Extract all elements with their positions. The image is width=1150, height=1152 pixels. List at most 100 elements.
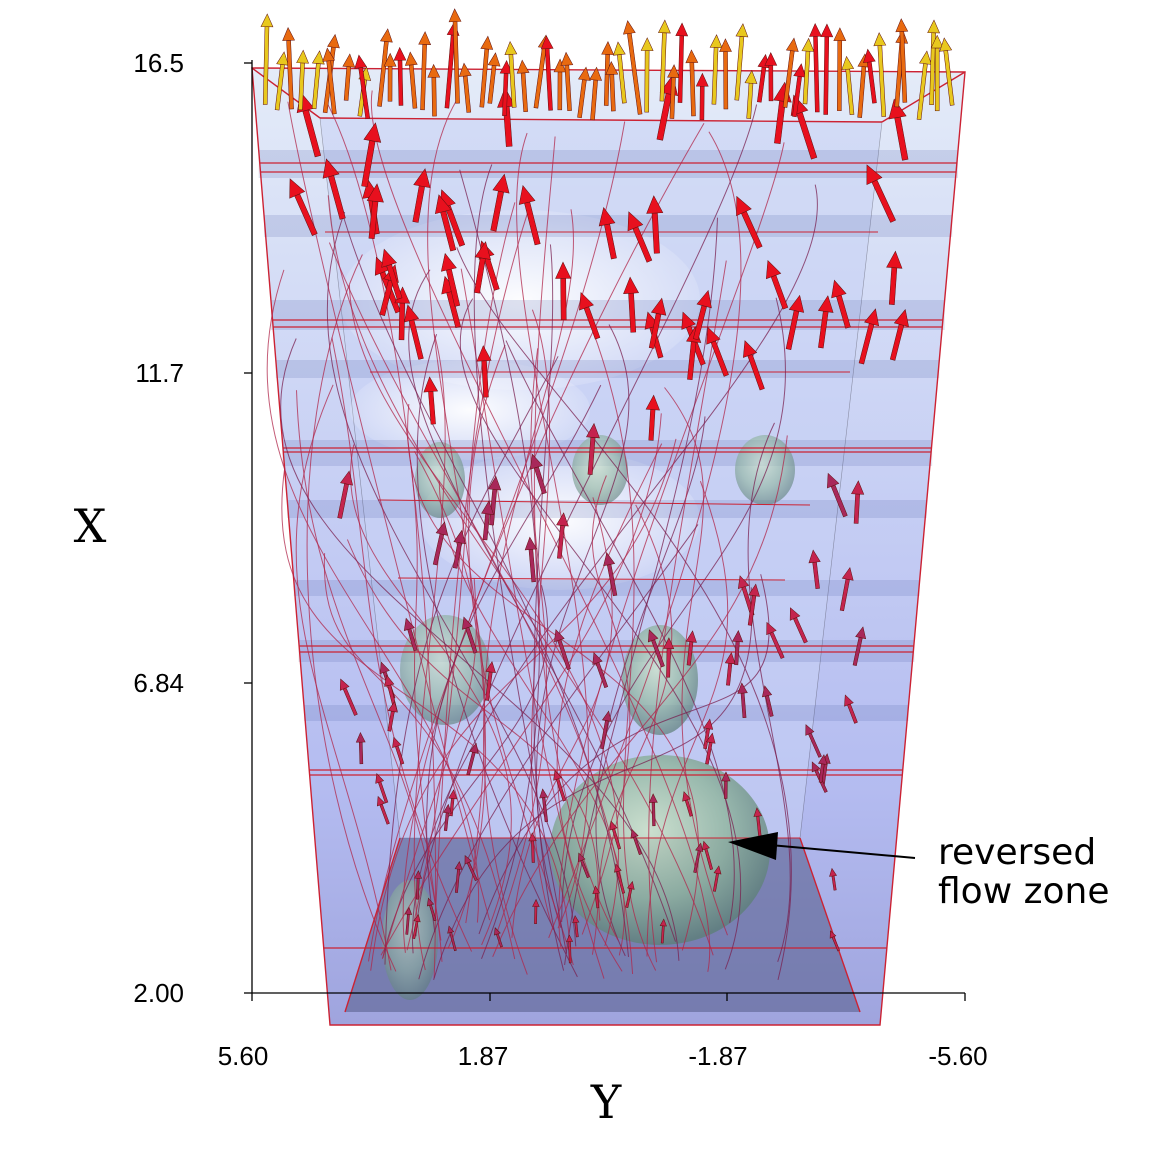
outlet-arrow — [841, 55, 855, 116]
velocity-arrow — [464, 855, 478, 882]
arrow-head — [555, 261, 572, 279]
velocity-arrow — [579, 291, 601, 340]
streamline — [533, 136, 619, 941]
streamline — [413, 450, 486, 924]
streamline — [306, 254, 397, 972]
arrow-head — [817, 295, 834, 313]
velocity-arrow — [361, 122, 382, 188]
arrow-head — [682, 791, 691, 802]
velocity-arrow — [736, 195, 763, 249]
outlet-arrow — [927, 19, 941, 106]
y-axis-title: Y — [590, 1075, 622, 1129]
arrow-head — [499, 59, 513, 74]
arrow-head — [260, 13, 274, 28]
outlet-arrows — [260, 8, 955, 121]
arrow-head — [426, 897, 435, 907]
outlet-arrow — [516, 59, 530, 113]
velocity-arrow — [682, 791, 693, 817]
arrow-head — [623, 276, 640, 294]
outlet-arrow — [589, 66, 602, 121]
velocity-arrow — [858, 308, 880, 365]
arrow-head — [448, 8, 462, 23]
velocity-arrow — [766, 621, 785, 659]
y-tick-label: 1.87 — [458, 1041, 509, 1071]
arrow-head — [469, 742, 479, 754]
arrow-head — [601, 710, 612, 722]
arrow-head — [612, 41, 626, 56]
velocity-arrow — [886, 250, 903, 305]
arrow-shaft — [568, 941, 572, 964]
arrow-head — [380, 28, 393, 43]
arrow-shaft — [415, 877, 420, 900]
outlet-arrow — [260, 13, 274, 105]
velocity-arrow — [603, 552, 618, 597]
arrow-head — [695, 842, 704, 852]
outlet-arrow — [418, 31, 432, 111]
arrow-head — [805, 724, 815, 736]
velocity-arrow — [614, 863, 626, 894]
arrow-head — [539, 788, 549, 799]
arrow-head — [387, 700, 398, 713]
arrow-head — [623, 20, 636, 35]
velocity-arrow — [625, 880, 635, 908]
arrow-head — [404, 51, 418, 66]
arrow-head — [851, 480, 865, 495]
x-tick-label: 16.5 — [133, 48, 184, 78]
velocity-arrow — [572, 915, 580, 938]
arrow-head — [829, 930, 837, 939]
arrow-head — [340, 470, 354, 486]
velocity-arrow — [693, 842, 704, 873]
outlet-arrow — [895, 18, 909, 103]
arrow-shaft — [557, 71, 563, 111]
outlet-arrow — [863, 48, 877, 104]
streamline — [468, 344, 574, 966]
velocity-arrow — [432, 521, 448, 566]
velocity-arrow — [577, 852, 590, 879]
arrow-head — [785, 37, 799, 52]
velocity-arrow — [742, 340, 765, 391]
velocity-arrow — [553, 769, 567, 802]
outlet-arrow — [873, 32, 887, 117]
velocity-arrow — [434, 194, 457, 252]
velocity-arrow — [529, 453, 547, 495]
arrow-head — [414, 870, 423, 879]
streamline — [416, 334, 578, 978]
outlet-arrow — [930, 34, 944, 112]
arrow-head — [589, 66, 602, 81]
arrow-head — [375, 773, 385, 784]
arrow-shaft — [651, 802, 656, 827]
arrow-head — [609, 820, 618, 831]
arrow-head — [818, 754, 828, 765]
streamline — [370, 438, 677, 971]
outlet-arrow — [354, 54, 371, 120]
velocity-arrow — [712, 865, 722, 892]
arrow-head — [474, 241, 491, 260]
arrow-head — [939, 37, 953, 52]
y-tick-label: -1.87 — [688, 1041, 747, 1071]
arrow-head — [646, 195, 664, 214]
velocity-arrow — [692, 289, 712, 341]
arrow-head — [789, 607, 801, 621]
velocity-arrow — [524, 536, 538, 583]
velocity-arrow — [839, 567, 854, 612]
streamline — [407, 403, 699, 951]
streamline — [382, 585, 548, 959]
outlet-arrow — [744, 69, 758, 119]
velocity-arrow — [481, 500, 494, 541]
arrow-head — [481, 500, 494, 515]
arrow-head — [579, 291, 594, 311]
streamline — [505, 340, 735, 923]
arrow-head — [454, 861, 463, 870]
arrow-head — [919, 50, 932, 65]
velocity-arrow — [866, 164, 896, 223]
arrow-head — [592, 652, 603, 665]
outlet-arrow — [612, 41, 627, 104]
arrow-head — [742, 340, 758, 358]
outlet-arrow — [383, 52, 397, 102]
streamline — [533, 244, 565, 971]
arrow-head — [829, 867, 837, 877]
arrow-head — [311, 50, 325, 65]
streamline — [402, 123, 705, 953]
velocity-arrow — [761, 685, 774, 717]
arrow-shaft — [724, 780, 728, 799]
